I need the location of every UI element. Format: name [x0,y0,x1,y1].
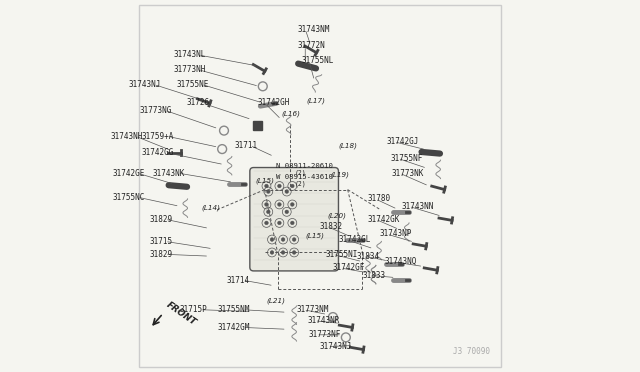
Text: 31742GF: 31742GF [333,263,365,272]
Text: 31759+A: 31759+A [142,132,174,141]
Circle shape [266,190,270,193]
Text: 31755NL: 31755NL [301,56,334,65]
Text: 31711: 31711 [234,141,257,150]
Text: N 08911-20610: N 08911-20610 [276,163,333,169]
Circle shape [291,221,294,225]
Text: (L16): (L16) [281,111,300,117]
Circle shape [264,221,268,225]
Text: 31772N: 31772N [298,41,326,50]
Text: 31755NM: 31755NM [218,305,250,314]
Text: 31742GJ: 31742GJ [387,137,419,146]
Text: 31755NI: 31755NI [326,250,358,259]
Text: 31773NH: 31773NH [173,65,205,74]
Text: 31742GM: 31742GM [218,323,250,332]
Circle shape [285,210,289,214]
Text: 31742GG: 31742GG [142,148,174,157]
Text: 31742GK: 31742GK [368,215,401,224]
Circle shape [278,184,281,188]
Text: 31743NN: 31743NN [401,202,434,211]
Text: 31743NH: 31743NH [110,132,143,141]
Text: 31743NQ: 31743NQ [385,257,417,266]
Text: 31743NJ: 31743NJ [129,80,161,89]
Circle shape [285,190,289,193]
Text: 31829: 31829 [149,215,172,224]
Text: (2): (2) [294,170,306,176]
Circle shape [270,238,274,241]
Text: (L17): (L17) [307,98,326,104]
Text: 31742GE: 31742GE [112,169,145,177]
Text: 31755NF: 31755NF [390,154,422,163]
Text: (L15): (L15) [255,177,274,184]
Circle shape [266,210,270,214]
Text: W 08915-43610: W 08915-43610 [276,174,333,180]
Circle shape [278,203,281,206]
Text: (L15): (L15) [305,232,324,239]
Text: (L18): (L18) [338,142,357,149]
Text: 31834: 31834 [357,251,380,261]
Text: 31773NK: 31773NK [392,169,424,177]
Text: 31714: 31714 [227,276,250,285]
Text: (L19): (L19) [331,171,350,178]
Circle shape [264,203,268,206]
Circle shape [291,184,294,188]
Text: 31743NL: 31743NL [173,51,205,60]
Circle shape [270,251,274,254]
Text: 31742GH: 31742GH [257,99,290,108]
Text: 31726: 31726 [186,99,209,108]
Text: 31743NP: 31743NP [379,230,412,238]
Circle shape [281,238,285,241]
Text: 31742GL: 31742GL [339,235,371,244]
FancyBboxPatch shape [250,167,339,271]
Circle shape [264,184,268,188]
Text: 31743NJ: 31743NJ [320,342,353,351]
Text: 31715P: 31715P [180,305,207,314]
Text: FRONT: FRONT [165,300,198,327]
Text: 31833: 31833 [362,271,385,280]
Circle shape [278,221,281,225]
Text: 31743NK: 31743NK [153,169,185,177]
Text: 31773NG: 31773NG [140,106,172,115]
Text: (L14): (L14) [202,205,221,211]
Text: (L21): (L21) [266,297,285,304]
Text: (2): (2) [294,181,306,187]
Circle shape [281,251,285,254]
Circle shape [292,251,296,254]
Circle shape [291,203,294,206]
Text: (L20): (L20) [327,212,346,219]
Text: 31773NM: 31773NM [296,305,328,314]
Bar [253,121,262,129]
Text: 31832: 31832 [320,222,343,231]
Text: 31773NF: 31773NF [309,330,341,339]
Text: 31755NC: 31755NC [112,193,145,202]
Text: 31755NE: 31755NE [177,80,209,89]
Text: J3 70090: J3 70090 [453,347,490,356]
Text: 31743NM: 31743NM [298,25,330,33]
Text: 31743NR: 31743NR [307,316,339,325]
Text: 31780: 31780 [368,195,391,203]
Text: 31715: 31715 [149,237,172,246]
Text: 31829: 31829 [149,250,172,259]
Circle shape [292,238,296,241]
